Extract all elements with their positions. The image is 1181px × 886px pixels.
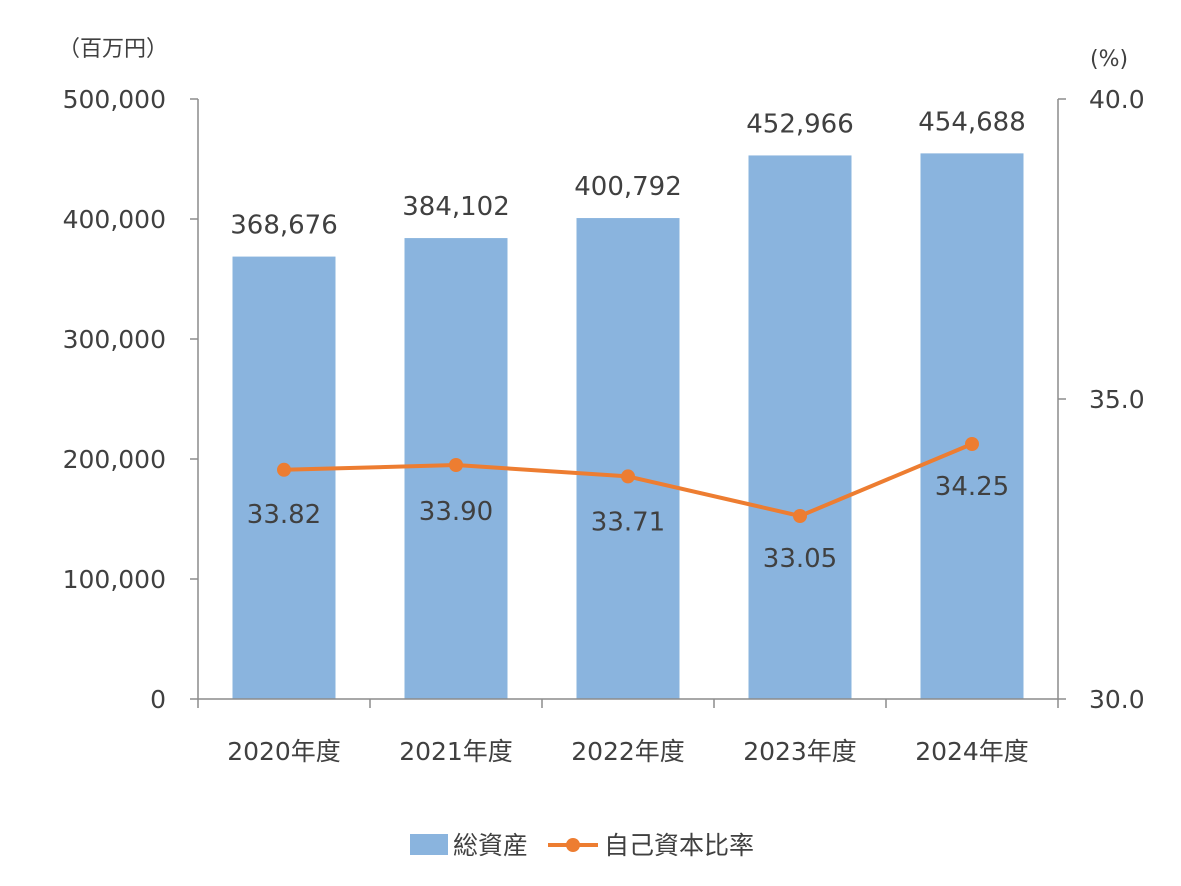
x-axis: 2020年度 2021年度 2022年度 2023年度 2024年度 xyxy=(197,698,1059,766)
bar-data-label: 368,676 xyxy=(230,211,338,241)
ratio-data-label: 34.25 xyxy=(935,472,1009,502)
right-axis: 30.0 35.0 40.0 xyxy=(1057,85,1145,714)
ratio-data-label: 33.05 xyxy=(763,544,837,574)
x-tick-label: 2023年度 xyxy=(743,737,857,766)
ratio-point xyxy=(277,462,291,477)
right-axis-unit: (%) xyxy=(1090,47,1128,72)
ratio-point xyxy=(965,437,979,451)
bar xyxy=(576,218,680,699)
left-axis-unit: （百万円） xyxy=(58,37,168,62)
bar xyxy=(748,155,852,699)
left-tick-label: 200,000 xyxy=(63,445,166,474)
left-tick-label: 400,000 xyxy=(63,205,166,234)
ratio-data-label: 33.71 xyxy=(591,507,665,537)
left-axis: 0 100,000 200,000 300,000 400,000 500,000 xyxy=(63,85,199,714)
legend-bar-swatch xyxy=(410,834,448,855)
ratio-data-label: 33.90 xyxy=(419,497,493,527)
legend-line-label: 自己資本比率 xyxy=(604,831,754,860)
ratio-point xyxy=(793,509,807,523)
ratio-point xyxy=(621,469,635,484)
bar xyxy=(920,153,1024,700)
bar-data-label: 384,102 xyxy=(402,192,510,222)
legend: 総資産 自己資本比率 xyxy=(410,831,754,860)
x-tick-label: 2022年度 xyxy=(571,737,685,766)
legend-bar-label: 総資産 xyxy=(453,831,528,860)
right-tick-label: 35.0 xyxy=(1089,385,1145,414)
x-tick-label: 2024年度 xyxy=(915,737,1029,766)
bar-data-label: 400,792 xyxy=(574,172,682,202)
bar-data-label: 454,688 xyxy=(918,107,1026,137)
x-tick-label: 2020年度 xyxy=(227,737,341,766)
ratio-point xyxy=(449,458,463,472)
left-tick-label: 300,000 xyxy=(63,325,166,354)
line-series: 33.82 33.90 33.71 33.05 34.25 xyxy=(247,437,1009,574)
left-tick-label: 0 xyxy=(150,685,166,714)
ratio-data-label: 33.82 xyxy=(247,500,321,530)
bar xyxy=(232,256,336,699)
legend-line-marker xyxy=(566,838,580,852)
x-tick-label: 2021年度 xyxy=(399,737,513,766)
bar-data-label: 452,966 xyxy=(746,109,854,139)
left-tick-label: 100,000 xyxy=(63,565,166,594)
right-tick-label: 30.0 xyxy=(1089,685,1145,714)
left-tick-label: 500,000 xyxy=(63,85,166,114)
right-tick-label: 40.0 xyxy=(1089,85,1145,114)
bar-series: 368,676 384,102 400,792 452,966 454,688 xyxy=(230,107,1026,700)
